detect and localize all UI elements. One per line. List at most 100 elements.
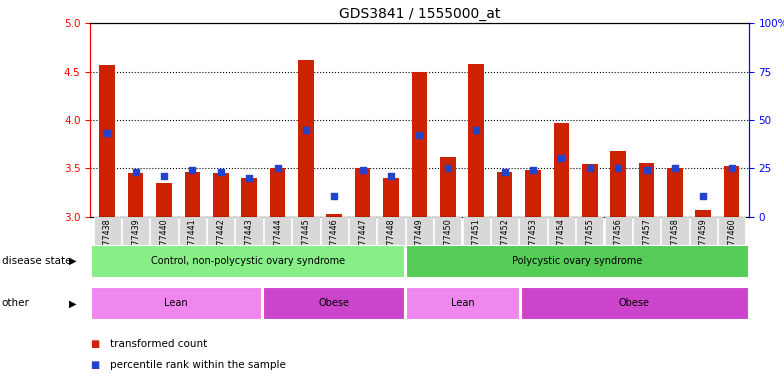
Text: GSM277453: GSM277453: [528, 218, 538, 267]
Point: [697, 192, 710, 199]
Text: GSM277458: GSM277458: [670, 218, 680, 267]
Text: GSM277439: GSM277439: [131, 218, 140, 267]
Text: Polycystic ovary syndrome: Polycystic ovary syndrome: [512, 256, 642, 266]
Point: [470, 127, 482, 133]
Bar: [525, 170, 541, 217]
FancyBboxPatch shape: [519, 217, 546, 266]
Point: [186, 167, 198, 174]
Point: [328, 192, 340, 199]
Point: [271, 166, 284, 172]
Text: transformed count: transformed count: [110, 339, 207, 349]
Text: GSM277451: GSM277451: [472, 218, 481, 267]
Bar: [554, 123, 569, 217]
Point: [101, 129, 114, 136]
Bar: [326, 214, 342, 217]
Bar: [383, 178, 399, 217]
Bar: [639, 163, 655, 217]
Text: GSM277457: GSM277457: [642, 218, 651, 267]
Text: GSM277454: GSM277454: [557, 218, 566, 267]
FancyBboxPatch shape: [548, 217, 575, 266]
FancyBboxPatch shape: [661, 217, 688, 266]
Text: GSM277444: GSM277444: [273, 218, 282, 267]
Bar: [582, 164, 597, 217]
Point: [499, 169, 511, 175]
Bar: [695, 210, 711, 217]
FancyBboxPatch shape: [406, 217, 433, 266]
FancyBboxPatch shape: [463, 217, 490, 266]
FancyBboxPatch shape: [179, 217, 206, 266]
Bar: [270, 169, 285, 217]
Text: GSM277442: GSM277442: [216, 218, 225, 267]
Bar: [355, 169, 371, 217]
FancyBboxPatch shape: [406, 245, 748, 277]
Bar: [610, 151, 626, 217]
FancyBboxPatch shape: [406, 288, 519, 319]
Text: percentile rank within the sample: percentile rank within the sample: [110, 360, 285, 370]
FancyBboxPatch shape: [576, 217, 604, 266]
FancyBboxPatch shape: [491, 217, 518, 266]
Text: disease state: disease state: [2, 256, 71, 266]
Text: GSM277445: GSM277445: [301, 218, 310, 267]
Bar: [667, 169, 683, 217]
Text: Obese: Obese: [318, 298, 349, 308]
Bar: [497, 172, 513, 217]
Bar: [184, 172, 200, 217]
Point: [725, 166, 738, 172]
Point: [413, 131, 426, 137]
Point: [129, 169, 142, 175]
FancyBboxPatch shape: [91, 245, 405, 277]
FancyBboxPatch shape: [151, 217, 178, 266]
Text: GSM277441: GSM277441: [188, 218, 197, 267]
Point: [299, 127, 312, 133]
FancyBboxPatch shape: [690, 217, 717, 266]
Text: Lean: Lean: [451, 298, 474, 308]
FancyBboxPatch shape: [377, 217, 405, 266]
FancyBboxPatch shape: [349, 217, 376, 266]
Text: GSM277460: GSM277460: [728, 218, 736, 267]
Point: [243, 175, 256, 181]
Point: [583, 166, 596, 172]
FancyBboxPatch shape: [604, 217, 632, 266]
Bar: [156, 183, 172, 217]
Text: GSM277443: GSM277443: [245, 218, 253, 267]
FancyBboxPatch shape: [263, 288, 405, 319]
Text: GSM277459: GSM277459: [699, 218, 708, 267]
Text: ▶: ▶: [69, 256, 77, 266]
Text: GSM277450: GSM277450: [443, 218, 452, 267]
FancyBboxPatch shape: [122, 217, 149, 266]
Point: [669, 166, 681, 172]
Text: GSM277448: GSM277448: [387, 218, 396, 267]
FancyBboxPatch shape: [633, 217, 660, 266]
Text: Obese: Obese: [619, 298, 650, 308]
Text: Control, non-polycystic ovary syndrome: Control, non-polycystic ovary syndrome: [151, 256, 345, 266]
Point: [441, 166, 454, 172]
Text: GSM277455: GSM277455: [586, 218, 594, 267]
Point: [357, 167, 369, 174]
FancyBboxPatch shape: [321, 217, 348, 266]
Text: ■: ■: [90, 360, 100, 370]
Bar: [724, 166, 739, 217]
Bar: [412, 71, 427, 217]
Point: [641, 167, 653, 174]
FancyBboxPatch shape: [718, 217, 746, 266]
FancyBboxPatch shape: [235, 217, 263, 266]
Point: [215, 169, 227, 175]
Text: GSM277446: GSM277446: [330, 218, 339, 267]
Bar: [241, 178, 257, 217]
Text: GSM277456: GSM277456: [614, 218, 622, 267]
FancyBboxPatch shape: [521, 288, 748, 319]
Text: GSM277438: GSM277438: [103, 218, 111, 267]
Point: [612, 166, 624, 172]
Text: GSM277447: GSM277447: [358, 218, 367, 267]
Text: Lean: Lean: [164, 298, 188, 308]
Bar: [298, 60, 314, 217]
Point: [158, 173, 170, 179]
Text: ▶: ▶: [69, 298, 77, 308]
Bar: [128, 173, 143, 217]
FancyBboxPatch shape: [93, 217, 121, 266]
Bar: [100, 65, 115, 217]
Text: GSM277449: GSM277449: [415, 218, 424, 267]
Text: GSM277452: GSM277452: [500, 218, 509, 267]
Point: [385, 173, 397, 179]
FancyBboxPatch shape: [91, 288, 261, 319]
